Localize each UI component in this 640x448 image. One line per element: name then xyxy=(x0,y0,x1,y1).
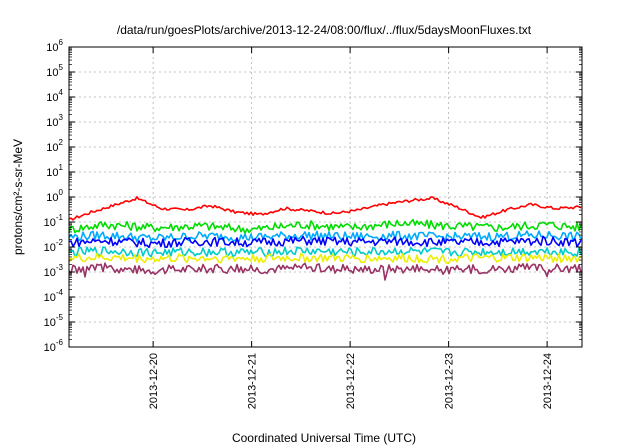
series-line-1 xyxy=(68,196,582,221)
y-tick-label: 10-1 xyxy=(44,213,64,229)
series-group xyxy=(68,196,582,281)
y-tick-label: 103 xyxy=(46,113,63,129)
y-tick-label: 101 xyxy=(46,163,63,179)
y-tick-label: 104 xyxy=(46,88,63,104)
y-tick-label: 10-3 xyxy=(44,263,64,279)
y-tick-label: 100 xyxy=(46,188,63,204)
y-tick-label: 10-5 xyxy=(44,313,64,329)
x-tick-label: 2013-12-20 xyxy=(148,353,160,409)
x-tick-label: 2013-12-22 xyxy=(345,353,357,409)
y-axis-ticks: 10-6 10-5 10-4 10-3 10-2 10-1 100 101 102 103 104 1… xyxy=(44,38,582,354)
series-line-4 xyxy=(68,235,582,249)
series-line-7 xyxy=(68,262,582,281)
x-axis-ticks: 2013-12-20 2013-12-21 2013-12-22 2013-12-23… xyxy=(148,47,554,409)
x-axis-label: Coordinated Universal Time (UTC) xyxy=(232,431,416,445)
x-tick-label: 2013-12-24 xyxy=(542,353,554,409)
series-line-2 xyxy=(68,218,582,235)
x-tick-label: 2013-12-23 xyxy=(444,353,456,409)
y-axis-label: protons/cm²-s-sr-MeV xyxy=(11,139,25,255)
series-line-5 xyxy=(68,246,582,258)
y-tick-label: 105 xyxy=(46,63,63,79)
chart-title: /data/run/goesPlots/archive/2013-12-24/0… xyxy=(117,23,532,37)
y-tick-label: 10-2 xyxy=(44,238,64,254)
grid-lines xyxy=(69,47,582,347)
x-tick-label: 2013-12-21 xyxy=(247,353,259,409)
y-tick-label: 106 xyxy=(46,38,63,54)
y-tick-label: 10-6 xyxy=(44,338,64,354)
y-tick-label: 102 xyxy=(46,138,63,154)
series-line-6 xyxy=(68,252,582,265)
y-tick-label: 10-4 xyxy=(44,288,64,304)
series-line-3 xyxy=(68,230,582,243)
